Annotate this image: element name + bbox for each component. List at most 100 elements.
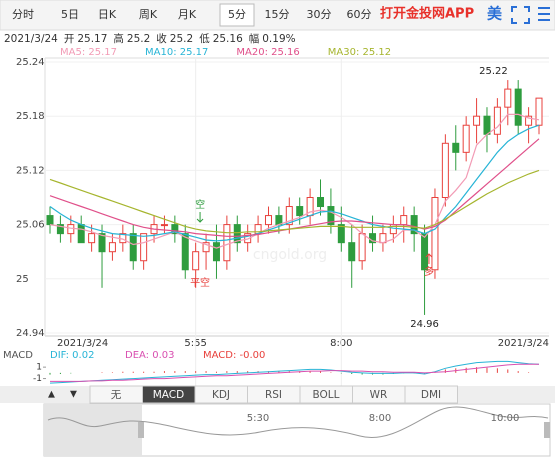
candle-body <box>67 224 75 235</box>
tab[interactable]: 30分 <box>307 8 332 21</box>
indicator-label[interactable]: 无 <box>111 389 122 401</box>
menu-icon[interactable] <box>538 7 550 21</box>
y-tick-label: 25.24 <box>16 57 45 68</box>
watermark: cngold.org <box>253 247 327 263</box>
indicator-label[interactable]: RSI <box>265 389 282 401</box>
indicator-label[interactable]: KDJ <box>212 389 230 401</box>
y-tick-label: 25 <box>16 274 29 285</box>
candle-body <box>410 215 418 235</box>
candle-body <box>452 142 460 153</box>
candle-body <box>462 124 470 153</box>
signal: 空 <box>195 198 205 211</box>
tab[interactable]: 15分 <box>265 8 290 21</box>
navigator-handle[interactable] <box>138 422 144 438</box>
signal-arrow <box>425 253 433 264</box>
candle-body <box>317 197 325 208</box>
indicator-label[interactable]: DMI <box>421 389 441 401</box>
candle-body <box>56 224 64 235</box>
navigator-label: 5:30 <box>247 413 269 424</box>
ma-legend: MA10: 25.17 <box>145 47 208 58</box>
candle-body <box>493 106 501 135</box>
indicator-label[interactable]: BOLL <box>313 389 340 401</box>
down-arrow[interactable]: ▼ <box>70 390 77 400</box>
candle-body <box>160 224 168 227</box>
tab[interactable]: 分时 <box>12 8 34 21</box>
info-close: 25.2 <box>170 33 193 45</box>
candle-body <box>202 242 210 253</box>
navigator-handle[interactable] <box>544 422 550 438</box>
candle-body <box>514 88 522 126</box>
candle-body <box>421 233 429 271</box>
y-tick-label: 25.18 <box>16 111 45 122</box>
candle-body <box>327 206 335 226</box>
candle-body <box>483 115 491 135</box>
ma-legend: MA5: 25.17 <box>60 47 117 58</box>
app-link[interactable]: 打开金投网APP <box>380 6 474 22</box>
tab[interactable]: 日K <box>98 8 117 21</box>
info-high: 25.2 <box>127 33 150 45</box>
tab[interactable]: 5分 <box>228 8 246 21</box>
navigator-label: 10:00 <box>491 413 520 424</box>
fullscreen-icon[interactable] <box>511 6 530 24</box>
candle-body <box>296 206 304 217</box>
signal: 平空 <box>190 276 210 289</box>
tab-bar <box>0 0 555 31</box>
candle-body <box>504 88 512 108</box>
us-icon[interactable]: 美 <box>487 5 503 23</box>
candle-body <box>181 233 189 271</box>
indicator-label[interactable]: MACD <box>153 389 184 401</box>
x-tick-label: 2021/3/24 <box>57 338 108 349</box>
candle-body <box>400 215 408 226</box>
ma-line <box>49 124 540 242</box>
tab-selected <box>219 3 255 27</box>
info-amp: 0.19% <box>262 33 295 45</box>
info-open-label: 开 <box>64 33 75 45</box>
navigator-shade <box>44 404 142 456</box>
ma-line <box>49 169 540 234</box>
extreme-label: 24.96 <box>410 319 439 330</box>
extreme-label: 25.22 <box>479 66 508 77</box>
tab[interactable]: 周K <box>139 8 158 21</box>
candle-body <box>129 233 137 262</box>
candle-body <box>348 242 356 262</box>
candle-body <box>379 233 387 244</box>
y-tick-label: 25.06 <box>16 220 45 231</box>
candle-body <box>212 242 220 262</box>
ma-legend: MA20: 25.16 <box>236 47 299 58</box>
y-tick-label: 1 <box>36 363 42 373</box>
candle-body <box>77 224 85 244</box>
tab[interactable]: 60分 <box>347 8 372 21</box>
signal: 多 <box>424 265 434 278</box>
navigator-line <box>47 406 549 438</box>
candle-body <box>140 233 148 262</box>
ma-line <box>49 138 540 237</box>
info-low: 25.16 <box>213 33 243 45</box>
indicator-label[interactable]: WR <box>370 389 388 401</box>
x-tick-label: 2021/3/24 <box>498 338 549 349</box>
candle-body <box>525 115 533 126</box>
candle-body <box>535 97 543 126</box>
candle-body <box>285 206 293 226</box>
info-date: 2021/3/24 <box>4 33 58 45</box>
info-close-label: 收 <box>156 32 167 45</box>
tab[interactable]: 月K <box>178 8 197 21</box>
candle-body <box>431 197 439 271</box>
y-tick-label: 25.12 <box>16 165 45 176</box>
macd-title: MACD <box>3 350 33 361</box>
up-arrow[interactable]: ▲ <box>48 390 55 400</box>
indicator-tab[interactable] <box>404 385 458 404</box>
info-amp-label: 幅 <box>249 32 260 45</box>
info-high-label: 高 <box>113 32 124 45</box>
y-tick-label: 24.94 <box>16 328 45 339</box>
tab[interactable]: 5日 <box>61 8 79 21</box>
candle-body <box>233 224 241 244</box>
info-open: 25.17 <box>77 33 107 45</box>
candle-body <box>192 251 200 271</box>
candle-body <box>264 215 272 226</box>
candle-body <box>441 142 449 199</box>
candle-body <box>337 224 345 244</box>
macd-legend: DEA: 0.03 <box>125 350 175 361</box>
candle-body <box>358 233 366 262</box>
macd-line <box>50 363 539 382</box>
